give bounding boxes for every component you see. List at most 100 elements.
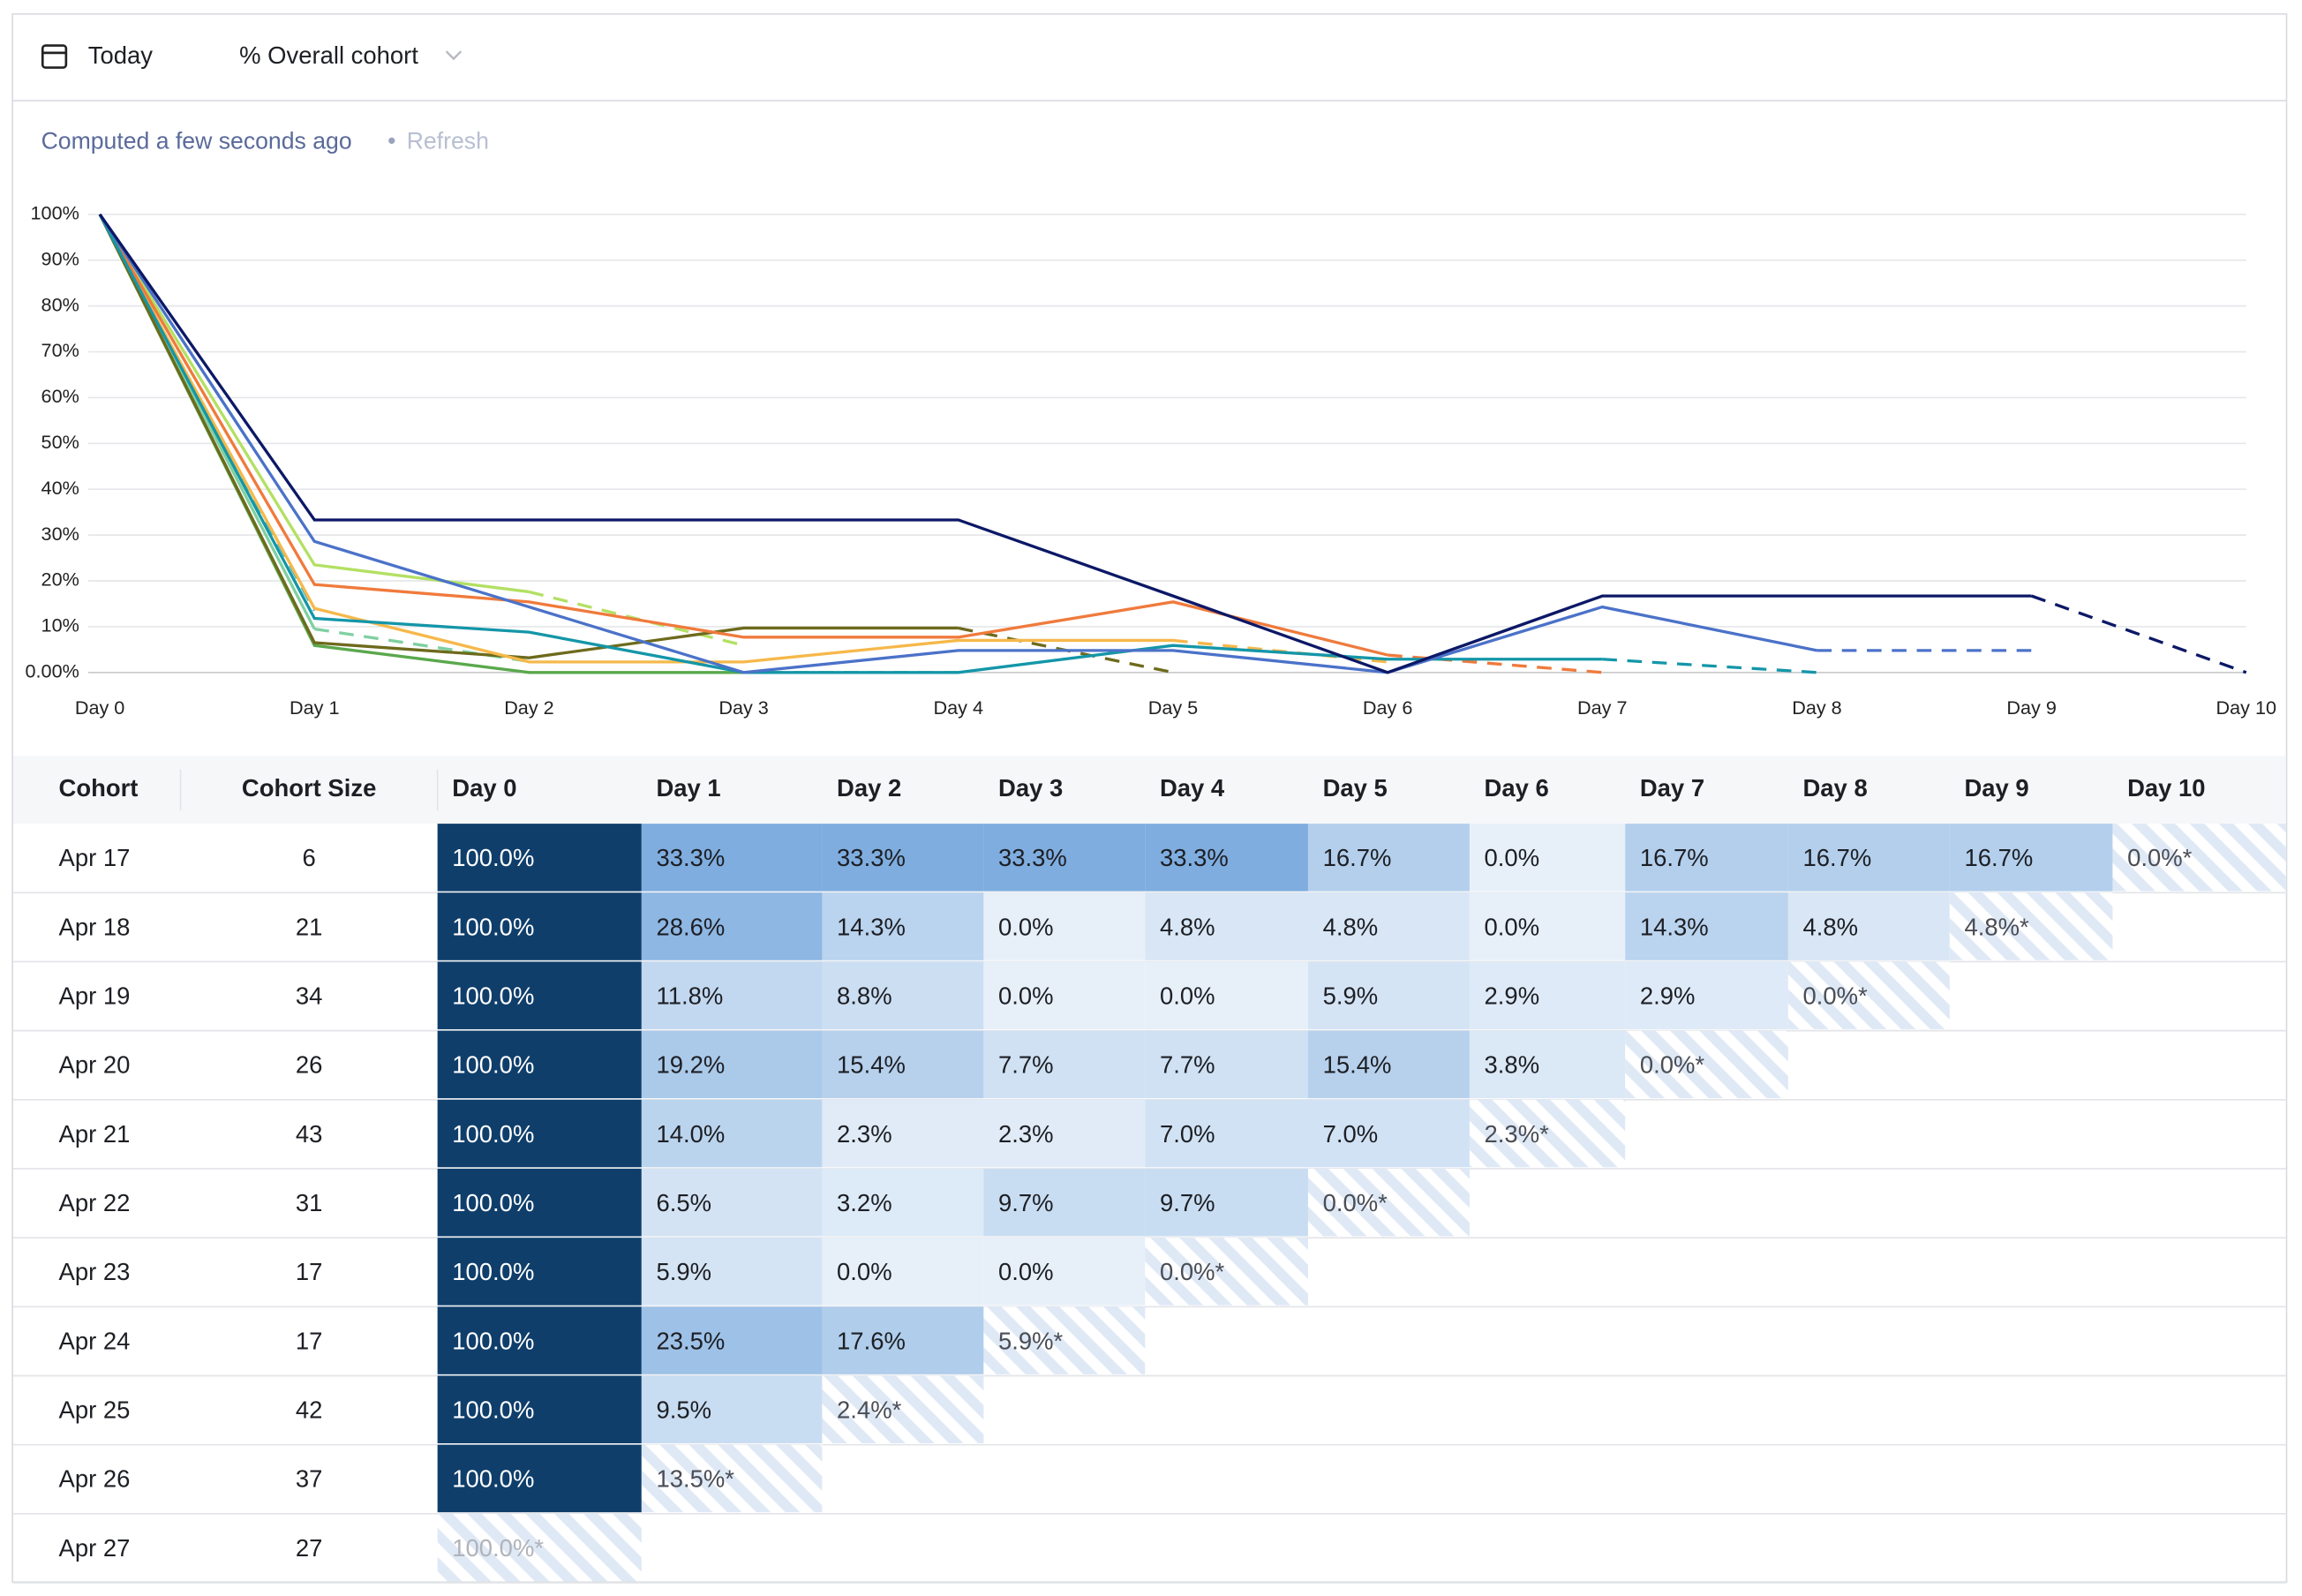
retention-cell [822,1168,984,1237]
cohort-line [98,214,1603,674]
date-button-label[interactable]: Today [88,41,153,69]
mode-dropdown[interactable]: % Overall cohort [239,41,463,69]
cell-value: 15.4% [1323,1051,1392,1079]
cell-value: 14.3% [837,913,906,940]
x-tick-label: Day 5 [1148,696,1198,719]
cohort-size: 21 [296,913,323,940]
column-header: Day 8 [1802,774,1867,802]
cell-value: 0.0% [837,1258,892,1285]
column-header: Day 10 [2127,774,2205,802]
incomplete-cell [437,1513,642,1582]
column-header: Cohort Size [242,774,376,802]
x-tick-label: Day 1 [290,696,339,719]
retention-cell [1307,892,1470,960]
cell-value: 0.0%* [1160,1258,1225,1285]
retention-cell [437,1030,642,1099]
retention-cell [641,1375,823,1444]
retention-cell [1787,824,1950,892]
y-tick-label: 60% [41,385,79,407]
y-tick-label: 70% [41,339,79,361]
cell-value: 0.0% [1485,913,1540,940]
cohort-size: 17 [296,1327,323,1354]
retention-cell [1469,892,1626,960]
retention-cell [983,1030,1146,1099]
cohort-size: 43 [296,1120,323,1148]
cell-value: 33.3% [837,844,906,871]
cell-value: 11.8% [656,982,723,1009]
cell-value: 100.0% [452,982,534,1009]
retention-cell [1625,961,1788,1029]
incomplete-cell [641,1444,823,1513]
retention-cell [641,824,823,892]
retention-cell [1307,1030,1470,1099]
cell-value: 100.0% [452,1327,534,1354]
y-tick-label: 50% [41,431,79,453]
retention-cell [641,1168,823,1237]
cohort-size: 37 [296,1465,323,1493]
incomplete-cell [1949,892,2113,960]
y-tick-label: 10% [41,614,79,636]
retention-cell [983,1238,1146,1306]
cohort-line [98,214,1173,664]
retention-cell [1625,824,1788,892]
retention-cell [1625,892,1788,960]
date-button[interactable]: Today [41,41,153,69]
cell-value: 8.8% [837,982,892,1009]
cell-value: 4.8% [1323,913,1379,940]
cell-value: 33.3% [1160,844,1229,871]
cell-value: 5.9%* [998,1327,1064,1354]
retention-cell [1469,1030,1626,1099]
retention-cell [1145,1030,1308,1099]
cell-value: 9.7% [998,1189,1054,1216]
retention-cell [983,892,1146,960]
cell-value: 100.0% [452,1189,534,1216]
cohort-label: Apr 23 [59,1258,131,1285]
retention-cell [822,1030,984,1099]
mode-dropdown-label[interactable]: % Overall cohort [239,41,418,69]
column-header: Day 4 [1160,774,1225,802]
cell-value: 3.8% [1485,1051,1540,1079]
retention-cell [437,961,642,1029]
x-tick-label: Day 10 [2216,696,2276,719]
cohort-line-incomplete [2031,594,2247,674]
cell-value: 33.3% [998,844,1067,871]
incomplete-cell [1625,1030,1788,1099]
cell-value: 5.9% [1323,982,1379,1009]
retention-cell [1145,892,1308,960]
cell-value: 100.0%* [452,1534,544,1562]
cell-value: 2.3% [837,1120,892,1148]
cell-value: 13.5%* [656,1465,734,1493]
table-header-bg [12,756,2286,824]
x-tick-label: Day 9 [2006,696,2056,719]
cohort-line [98,214,1388,657]
cell-value: 0.0% [998,913,1054,940]
retention-cell [641,892,823,960]
cell-value: 100.0% [452,1396,534,1423]
retention-cell [822,1099,984,1168]
cell-value: 4.8% [1802,913,1858,940]
cohort-line [98,213,530,594]
separator-dot: • [387,127,395,154]
cell-value: 100.0% [452,1120,534,1148]
column-header: Cohort [59,774,139,802]
x-tick-label: Day 4 [934,696,983,719]
retention-cell [1307,961,1470,1029]
y-tick-label: 30% [41,523,79,545]
cohort-label: Apr 20 [59,1051,131,1079]
cell-value: 100.0% [452,1051,534,1079]
retention-cell [1307,1099,1470,1168]
cell-value: 9.7% [1160,1189,1215,1216]
cohort-label: Apr 26 [59,1465,131,1493]
cohort-label: Apr 25 [59,1396,131,1423]
retention-cell [437,1099,642,1168]
cell-value: 28.6% [656,913,725,940]
retention-cell [437,1306,642,1374]
y-tick-label: 20% [41,568,79,591]
retention-cell [822,1238,984,1306]
cell-value: 17.6% [837,1327,906,1354]
cell-value: 2.3%* [1485,1120,1550,1148]
refresh-link[interactable]: Refresh [407,127,489,154]
cell-value: 100.0% [452,1465,534,1493]
x-tick-label: Day 7 [1577,696,1627,719]
